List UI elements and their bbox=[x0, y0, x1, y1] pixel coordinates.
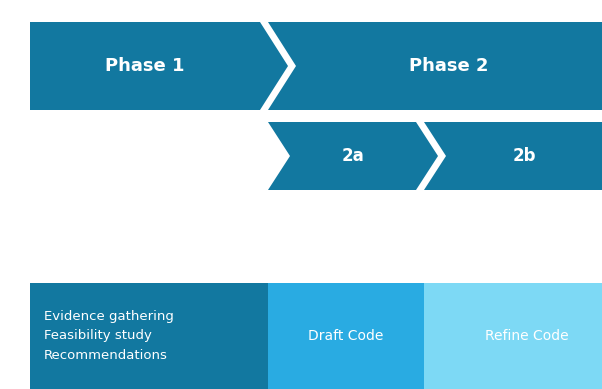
Text: Phase 1: Phase 1 bbox=[105, 57, 185, 75]
Text: 2a: 2a bbox=[341, 147, 364, 165]
Bar bbox=[424, 283, 602, 389]
Text: Refine Code: Refine Code bbox=[485, 329, 569, 343]
Bar bbox=[30, 283, 268, 389]
Text: 2b: 2b bbox=[512, 147, 536, 165]
Polygon shape bbox=[268, 22, 602, 110]
Polygon shape bbox=[268, 122, 438, 190]
Text: Phase 2: Phase 2 bbox=[409, 57, 489, 75]
Text: Draft Code: Draft Code bbox=[308, 329, 383, 343]
Bar bbox=[268, 283, 424, 389]
Polygon shape bbox=[30, 22, 288, 110]
Text: Evidence gathering
Feasibility study
Recommendations: Evidence gathering Feasibility study Rec… bbox=[44, 310, 174, 362]
Polygon shape bbox=[424, 122, 602, 190]
